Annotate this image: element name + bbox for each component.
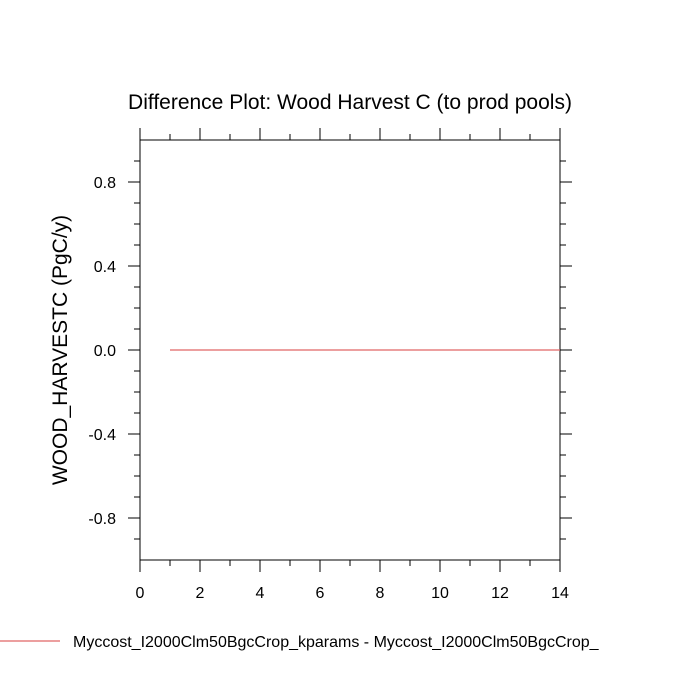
- y-axis-label: WOOD_HARVESTC (PgC/y): [49, 215, 72, 485]
- x-tick-label: 12: [491, 585, 509, 602]
- y-tick-label: -0.8: [88, 511, 116, 528]
- tick-labels: 0 2 4 6 8 10 12 14 0.8 0.4 0.0 -0.4 -0.8: [88, 175, 569, 602]
- x-tick-label: 14: [551, 585, 569, 602]
- axis-ticks: [128, 128, 572, 572]
- x-tick-label: 10: [431, 585, 449, 602]
- legend-label: Myccost_I2000Clm50BgcCrop_kparams - Mycc…: [73, 634, 600, 651]
- chart-title: Difference Plot: Wood Harvest C (to prod…: [128, 91, 572, 114]
- y-tick-label: 0.0: [94, 343, 116, 360]
- x-tick-label: 2: [196, 585, 205, 602]
- x-tick-label: 0: [136, 585, 145, 602]
- x-tick-label: 6: [316, 585, 325, 602]
- y-tick-label: -0.4: [88, 427, 116, 444]
- x-tick-label: 8: [376, 585, 385, 602]
- x-tick-label: 4: [256, 585, 265, 602]
- y-tick-label: 0.4: [94, 259, 116, 276]
- y-tick-label: 0.8: [94, 175, 116, 192]
